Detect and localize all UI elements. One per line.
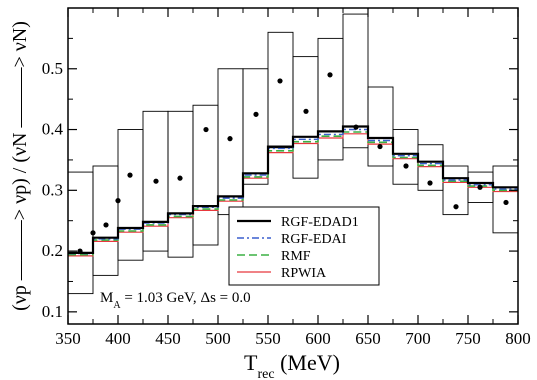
experiment-point-10 bbox=[277, 78, 283, 84]
annotation-ds-label: Δs = 0.0 bbox=[200, 290, 250, 306]
experiment-box-11 bbox=[342, 13, 369, 149]
experiment-point-15 bbox=[403, 163, 409, 169]
experiment-point-4 bbox=[127, 172, 133, 178]
x-axis-label-sub: rec bbox=[257, 367, 274, 380]
experiment-box-10 bbox=[317, 37, 344, 161]
legend-label-rgf-edad1: RGF-EDAD1 bbox=[281, 215, 359, 230]
series-line-rgf-edad1 bbox=[68, 125, 518, 254]
legend-items: RGF-EDAD1 RGF-EDAI RMF RPWIA bbox=[237, 215, 359, 281]
experiment-point-18 bbox=[477, 184, 483, 190]
experiment-point-14 bbox=[377, 143, 383, 150]
x-axis-label-unit: (MeV) bbox=[275, 350, 340, 375]
experiment-point-19 bbox=[503, 199, 509, 206]
experiment-point-17 bbox=[453, 204, 459, 210]
experiment-point-16 bbox=[427, 180, 433, 186]
experiment-point-3 bbox=[115, 198, 121, 204]
x-axis-label: Trec (MeV) bbox=[244, 350, 340, 380]
x-axis-label-main: T bbox=[244, 350, 258, 375]
experiment-box-6 bbox=[217, 68, 244, 216]
x-tick-label-650: 650 bbox=[355, 329, 381, 348]
experiment-box-2 bbox=[117, 129, 144, 261]
x-tick-label-800: 800 bbox=[505, 329, 531, 348]
axis-ticks: 350 400 450 500 550 600 650 700 750 800 0.1 0.2 0.3 0… bbox=[42, 8, 531, 348]
experiment-point-8 bbox=[227, 136, 233, 142]
y-tick-label-0.2: 0.2 bbox=[42, 241, 63, 260]
x-tick-label-750: 750 bbox=[455, 329, 481, 348]
y-tick-label-0.1: 0.1 bbox=[42, 302, 63, 321]
experiment-box-17 bbox=[492, 165, 519, 234]
experiment-point-7 bbox=[203, 126, 209, 133]
experiment-point-6 bbox=[177, 175, 183, 181]
legend-label-rmf: RMF bbox=[281, 249, 311, 264]
experiment-box-4 bbox=[167, 110, 194, 258]
y-axis-label: (νp ———> νp) / (νN ———> νN) bbox=[9, 21, 31, 311]
experiment-point-13 bbox=[353, 124, 359, 130]
experiment-point-0 bbox=[77, 248, 83, 254]
annotation-m-sub: A bbox=[113, 300, 121, 311]
x-tick-label-500: 500 bbox=[205, 329, 231, 348]
legend: RGF-EDAD1 RGF-EDAI RMF RPWIA bbox=[228, 206, 380, 286]
experiment-point-1 bbox=[90, 230, 96, 236]
y-tick-label-0.3: 0.3 bbox=[42, 180, 63, 199]
experiment-point-9 bbox=[253, 111, 259, 117]
y-tick-label-0.4: 0.4 bbox=[42, 120, 64, 139]
experiment-box-8 bbox=[267, 31, 294, 149]
x-tick-label-700: 700 bbox=[405, 329, 431, 348]
x-tick-label-600: 600 bbox=[305, 329, 331, 348]
x-tick-label-350: 350 bbox=[55, 329, 81, 348]
x-tick-label-400: 400 bbox=[105, 329, 131, 348]
experiment-box-1 bbox=[92, 165, 119, 276]
annotation-m-value: = 1.03 GeV, bbox=[121, 290, 201, 306]
parameter-annotation: MA = 1.03 GeV, Δs = 0.0 bbox=[100, 290, 251, 311]
experiment-point-5 bbox=[153, 178, 159, 184]
experiment-box-12 bbox=[367, 86, 394, 167]
series-layer bbox=[68, 125, 518, 257]
x-tick-label-450: 450 bbox=[155, 329, 181, 348]
experiment-box-9 bbox=[292, 56, 319, 179]
experiment-box-7 bbox=[242, 68, 269, 185]
annotation-m-symbol: M bbox=[100, 290, 113, 306]
experiment-point-2 bbox=[103, 222, 109, 228]
experiment-points bbox=[77, 72, 509, 254]
experiment-point-11 bbox=[303, 108, 309, 114]
legend-label-rpwia: RPWIA bbox=[281, 266, 327, 281]
experiment-box-5 bbox=[192, 104, 219, 246]
legend-label-rgf-edai: RGF-EDAI bbox=[281, 232, 347, 247]
experiment-point-12 bbox=[327, 72, 333, 78]
y-tick-label-0.5: 0.5 bbox=[42, 59, 63, 78]
x-tick-label-550: 550 bbox=[255, 329, 281, 348]
